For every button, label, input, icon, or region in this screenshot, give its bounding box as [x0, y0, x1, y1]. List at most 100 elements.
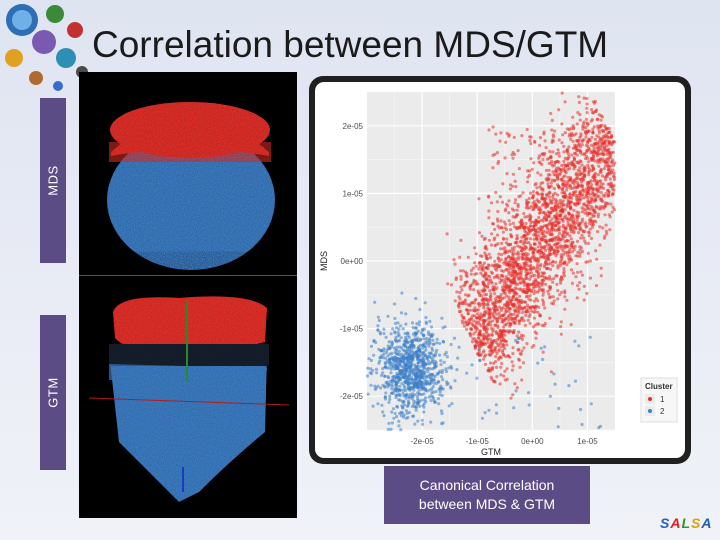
cluster-2-point — [412, 371, 416, 375]
cluster-2-point — [393, 321, 397, 325]
cluster-1-point — [592, 187, 596, 191]
cluster-1-point — [559, 177, 563, 181]
cluster-1-point — [499, 225, 503, 229]
cluster-1-point — [533, 183, 537, 187]
cluster-1-point — [562, 150, 566, 154]
cluster-1-point — [501, 348, 505, 353]
cluster-2-point — [427, 395, 431, 399]
cluster-1-point — [478, 316, 482, 320]
visualization-divider — [79, 275, 297, 276]
cluster-1-point — [529, 157, 533, 161]
cluster-2-point — [390, 387, 394, 391]
cluster-1-point — [545, 266, 549, 271]
cluster-1-point — [495, 268, 499, 272]
cluster-1-point — [482, 282, 486, 286]
cluster-1-point — [487, 264, 491, 268]
cluster-1-point — [490, 333, 494, 337]
cluster-1-point — [458, 290, 462, 295]
cluster-2-point — [371, 404, 375, 408]
cluster-1-point — [581, 187, 585, 191]
cluster-1-point — [498, 264, 502, 269]
cluster-1-point — [594, 249, 598, 253]
cluster-1-point — [459, 238, 463, 242]
cluster-2-point — [589, 402, 593, 406]
cluster-1-point — [609, 164, 613, 168]
cluster-1-point — [590, 118, 594, 122]
cluster-1-point — [467, 319, 471, 323]
cluster-1-point — [603, 194, 607, 198]
cluster-1-point — [457, 302, 461, 306]
cluster-1-point — [564, 226, 568, 230]
cluster-1-point — [478, 264, 482, 268]
cluster-1-point — [512, 281, 516, 285]
brand-letter: A — [670, 515, 682, 531]
cluster-1-point — [512, 330, 516, 335]
cluster-1-point — [514, 198, 518, 202]
cluster-1-point — [507, 199, 511, 203]
salsa-logo: SALSA — [660, 515, 713, 531]
cluster-1-point — [593, 149, 597, 153]
cluster-1-point — [508, 264, 512, 268]
cluster-1-point — [494, 305, 498, 309]
cluster-1-point — [471, 314, 475, 318]
cluster-1-point — [525, 180, 530, 184]
cluster-1-point — [553, 178, 557, 182]
cluster-1-point — [541, 300, 545, 304]
cluster-1-point — [501, 332, 505, 336]
brand-letter: L — [681, 515, 692, 531]
cluster-1-point — [513, 179, 517, 183]
cluster-1-point — [551, 280, 555, 284]
cluster-2-point — [393, 338, 398, 343]
cluster-1-point — [513, 201, 517, 205]
cluster-2-point — [405, 356, 409, 360]
cluster-1-point — [512, 265, 516, 269]
cluster-1-point — [521, 223, 525, 227]
cluster-1-point — [541, 158, 545, 162]
cluster-1-point — [483, 246, 487, 250]
cluster-1-point — [600, 123, 604, 127]
cluster-2-point — [431, 338, 435, 342]
cluster-2-point — [512, 406, 516, 410]
cluster-1-point — [611, 140, 616, 144]
cluster-1-point — [602, 153, 606, 157]
cluster-1-point — [548, 221, 552, 225]
cluster-1-point — [567, 128, 571, 132]
cluster-2-point — [573, 379, 578, 383]
cluster-1-point — [520, 218, 524, 222]
cluster-2-point — [567, 384, 571, 388]
cluster-2-point — [417, 347, 421, 351]
cluster-1-point — [587, 173, 591, 177]
cluster-1-point — [499, 356, 503, 360]
cluster-1-point — [541, 293, 545, 297]
cluster-1-point — [488, 255, 493, 260]
cluster-2-point — [388, 397, 392, 401]
cluster-2-point — [393, 302, 397, 306]
cluster-2-point — [397, 419, 401, 423]
cluster-1-point — [602, 167, 606, 171]
cluster-1-point — [608, 177, 612, 181]
cluster-1-point — [557, 225, 562, 229]
cluster-1-point — [610, 143, 614, 147]
cluster-1-point — [485, 257, 489, 261]
cluster-1-point — [525, 257, 530, 261]
cluster-1-point — [529, 263, 533, 268]
cluster-2-point — [416, 401, 420, 405]
cluster-1-point — [541, 203, 545, 207]
mds-side-label: MDS — [40, 98, 66, 263]
cluster-2-point — [388, 352, 392, 356]
cluster-1-point — [578, 245, 582, 249]
cluster-1-point — [576, 168, 580, 172]
cluster-1-point — [498, 195, 502, 199]
cluster-1-point — [546, 182, 550, 186]
cluster-1-point — [460, 319, 464, 323]
cluster-1-point — [599, 118, 603, 122]
cluster-2-point — [432, 354, 436, 358]
cluster-1-point — [557, 227, 561, 231]
cluster-1-point — [528, 243, 532, 247]
cluster-1-point — [537, 215, 541, 220]
cluster-2-point — [425, 356, 429, 360]
cluster-2-point — [422, 373, 426, 378]
cluster-1-point — [465, 323, 469, 327]
cluster-1-point — [501, 247, 505, 251]
cluster-1-point — [541, 196, 545, 200]
